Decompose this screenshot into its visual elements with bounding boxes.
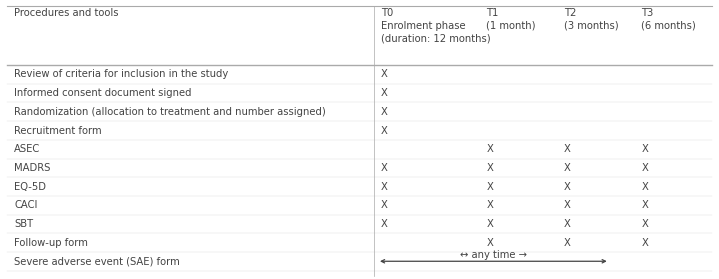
Text: X: X: [564, 219, 571, 229]
Text: X: X: [641, 219, 649, 229]
Text: X: X: [486, 219, 493, 229]
Text: Informed consent document signed: Informed consent document signed: [14, 88, 192, 98]
Text: X: X: [380, 69, 388, 80]
Text: Follow-up form: Follow-up form: [14, 238, 88, 247]
Text: T1
(1 month): T1 (1 month): [486, 8, 536, 31]
Text: T3
(6 months): T3 (6 months): [641, 8, 696, 31]
Text: EQ-5D: EQ-5D: [14, 182, 46, 192]
Text: X: X: [486, 144, 493, 154]
Text: X: X: [380, 88, 388, 98]
Text: X: X: [380, 182, 388, 192]
Text: X: X: [641, 238, 649, 247]
Text: X: X: [380, 163, 388, 173]
Text: X: X: [641, 163, 649, 173]
Text: X: X: [486, 182, 493, 192]
Text: X: X: [380, 126, 388, 136]
Text: CACI: CACI: [14, 200, 37, 210]
Text: X: X: [641, 182, 649, 192]
Text: X: X: [380, 219, 388, 229]
Text: X: X: [564, 200, 571, 210]
Text: ASEC: ASEC: [14, 144, 40, 154]
Text: ↔ any time →: ↔ any time →: [460, 250, 527, 260]
Text: SBT: SBT: [14, 219, 33, 229]
Text: T0
Enrolment phase
(duration: 12 months): T0 Enrolment phase (duration: 12 months): [380, 8, 490, 43]
Text: X: X: [486, 238, 493, 247]
Text: X: X: [641, 200, 649, 210]
Text: X: X: [564, 163, 571, 173]
Text: X: X: [564, 144, 571, 154]
Text: Procedures and tools: Procedures and tools: [14, 8, 119, 18]
Text: MADRS: MADRS: [14, 163, 50, 173]
Text: X: X: [564, 182, 571, 192]
Text: X: X: [380, 107, 388, 117]
Text: Randomization (allocation to treatment and number assigned): Randomization (allocation to treatment a…: [14, 107, 326, 117]
Text: Review of criteria for inclusion in the study: Review of criteria for inclusion in the …: [14, 69, 229, 80]
Text: X: X: [486, 163, 493, 173]
Text: Recruitment form: Recruitment form: [14, 126, 102, 136]
Text: Severe adverse event (SAE) form: Severe adverse event (SAE) form: [14, 256, 180, 266]
Text: X: X: [486, 200, 493, 210]
Text: T2
(3 months): T2 (3 months): [564, 8, 618, 31]
Text: X: X: [641, 144, 649, 154]
Text: X: X: [564, 238, 571, 247]
Text: X: X: [380, 200, 388, 210]
